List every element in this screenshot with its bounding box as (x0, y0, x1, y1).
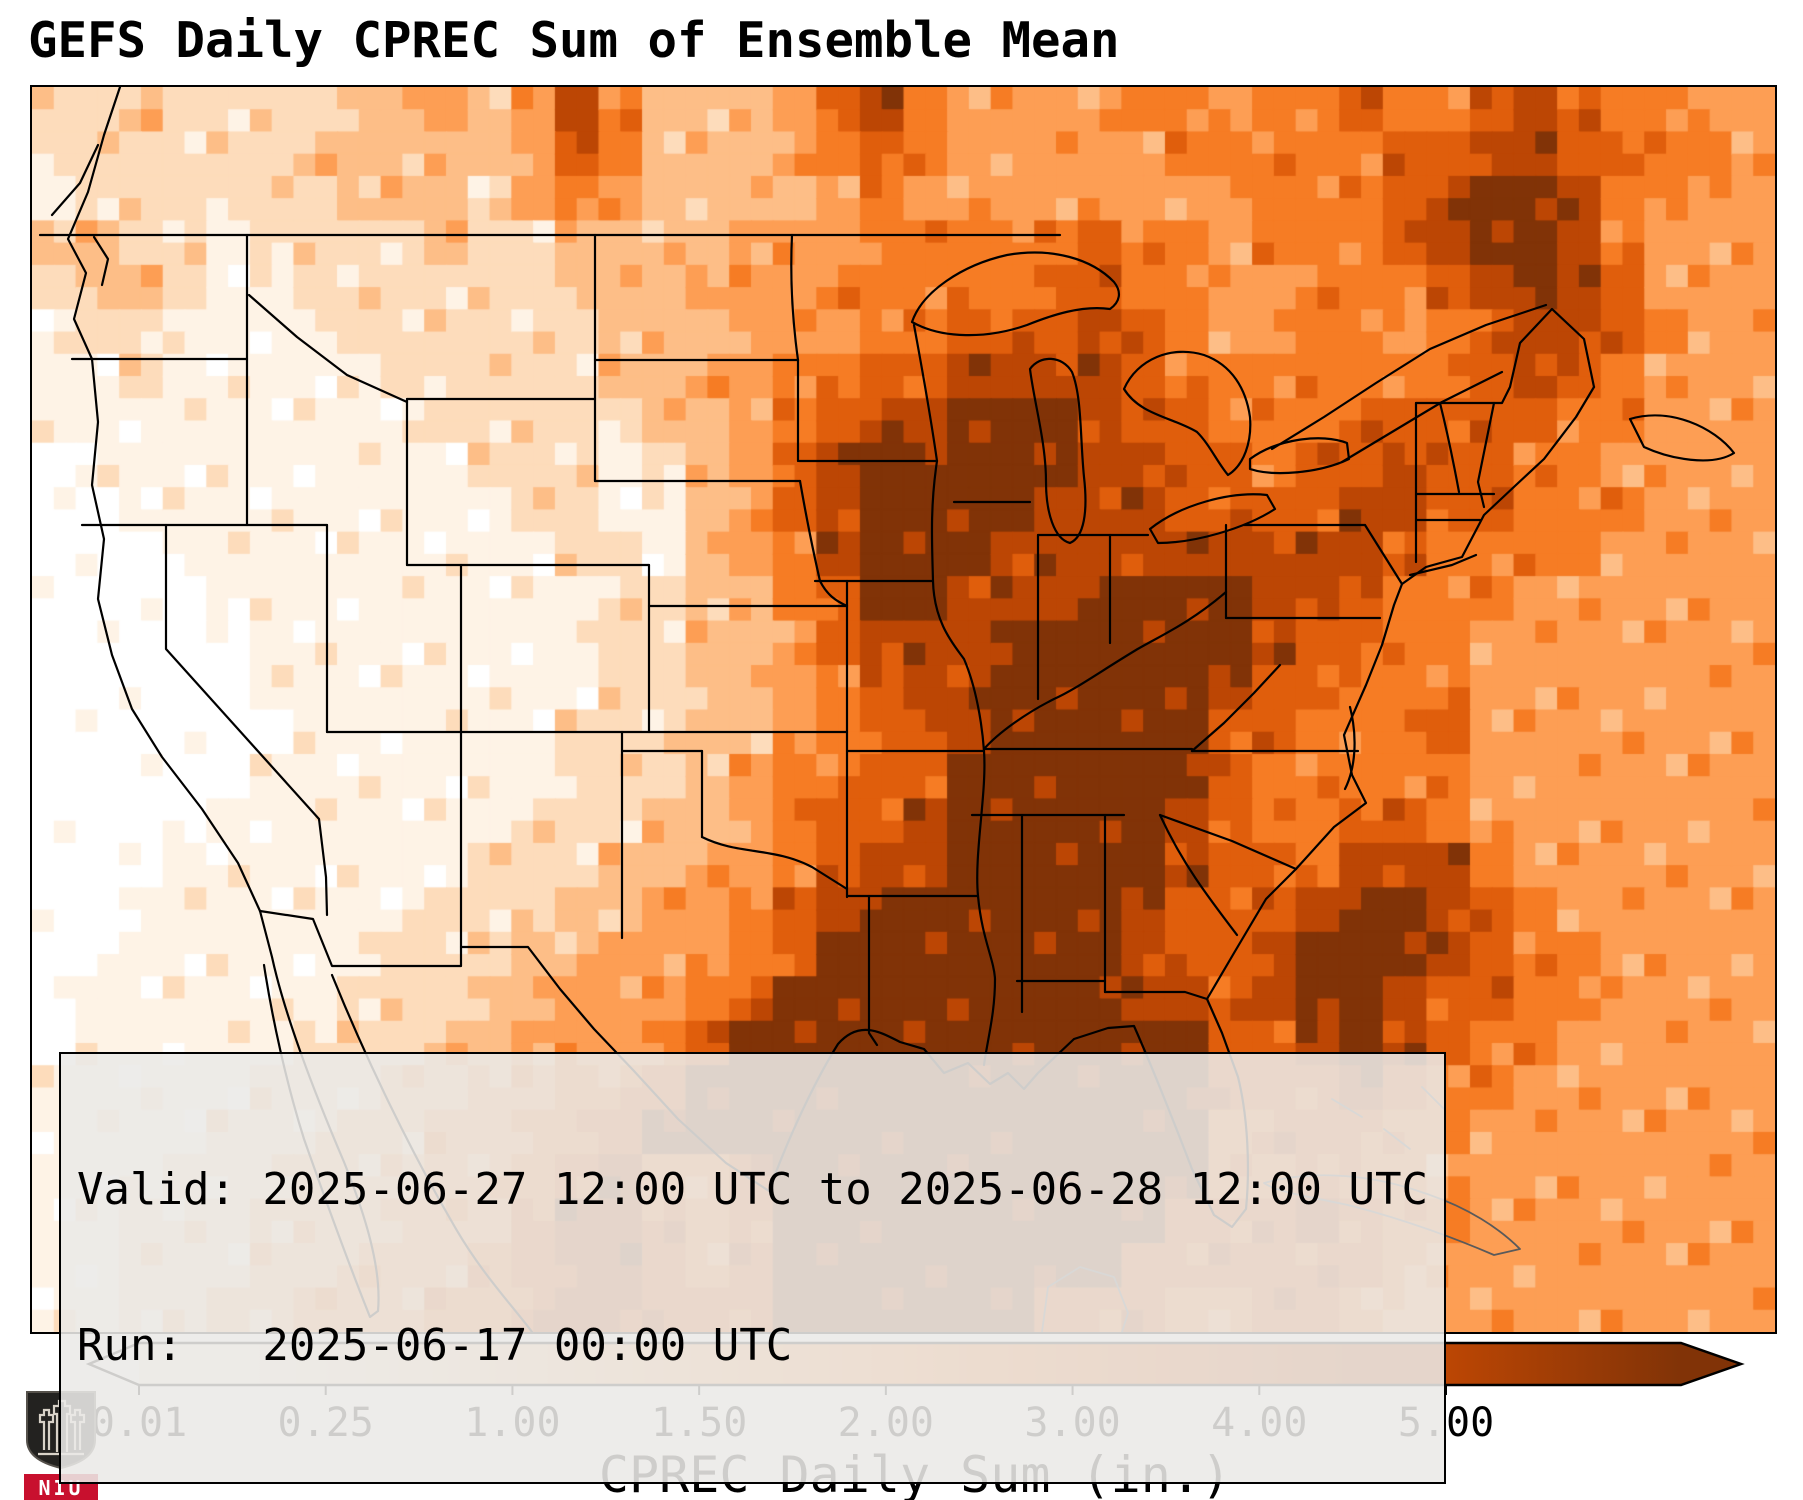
colorbar-over-arrow (1681, 1343, 1741, 1385)
figure-title: GEFS Daily CPREC Sum of Ensemble Mean (28, 12, 1120, 69)
state-borders (38, 233, 1496, 1067)
valid-time-text: Valid: 2025-06-27 12:00 UTC to 2025-06-2… (77, 1164, 1429, 1215)
great-lakes (910, 251, 1351, 545)
valid-run-infobox: Valid: 2025-06-27 12:00 UTC to 2025-06-2… (59, 1052, 1447, 1484)
colorbar-over-segment (1446, 1343, 1681, 1385)
map-frame: Valid: 2025-06-27 12:00 UTC to 2025-06-2… (30, 85, 1777, 1484)
run-time-text: Run: 2025-06-17 00:00 UTC (77, 1320, 793, 1371)
